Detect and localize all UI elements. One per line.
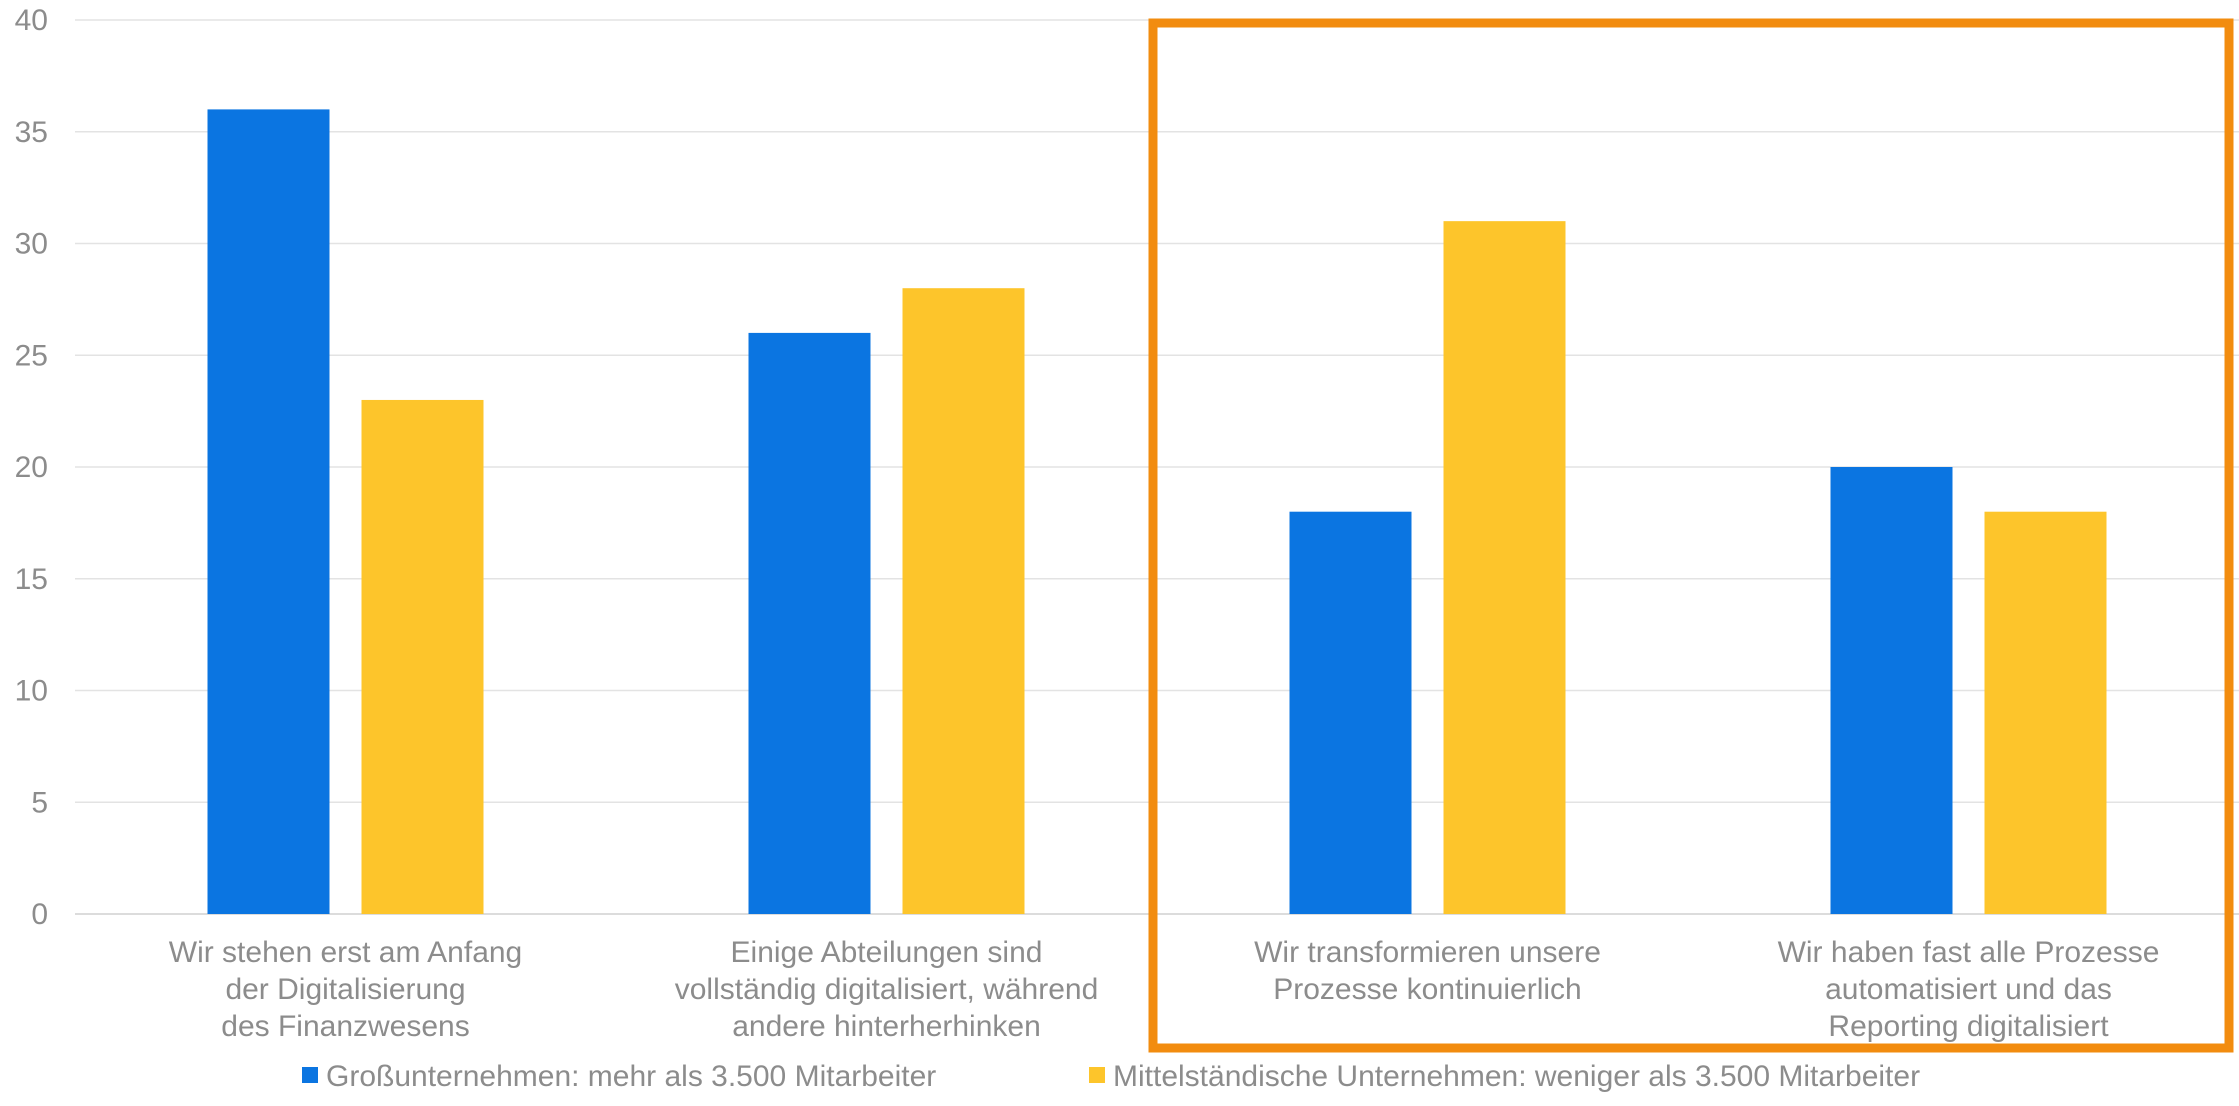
- x-category-label: Einige Abteilungen sind vollständig digit…: [675, 936, 1099, 1043]
- bar-large-companies: [207, 109, 330, 914]
- y-tick-label: 15: [15, 563, 48, 596]
- y-tick-label: 0: [31, 898, 48, 931]
- x-category-label-line: Wir stehen erst am Anfang: [169, 936, 523, 969]
- x-category-label-line: Einige Abteilungen sind: [731, 936, 1043, 969]
- y-tick-label: 35: [15, 116, 48, 149]
- x-category-label-line: Prozesse kontinuierlich: [1273, 973, 1581, 1006]
- x-category-label-line: Wir transformieren unsere: [1254, 936, 1601, 969]
- x-category-label: Wir transformieren unsere Prozesse kontin…: [1254, 936, 1601, 1006]
- highlight-frame: [1148, 18, 2234, 1053]
- x-category-label-line: vollständig digitalisiert, während: [675, 973, 1099, 1006]
- bar-midsize-companies: [361, 399, 484, 914]
- x-category-label: Wir haben fast alle Prozesse automatisier…: [1778, 936, 2160, 1043]
- x-category-label-line: andere hinterherhinken: [732, 1010, 1041, 1043]
- bar-large-companies: [1830, 467, 1953, 914]
- y-tick-label: 20: [15, 451, 48, 484]
- y-tick-label: 30: [15, 228, 48, 261]
- x-category-label-line: des Finanzwesens: [221, 1010, 469, 1043]
- bar-midsize-companies: [902, 288, 1025, 914]
- y-tick-label: 10: [15, 675, 48, 708]
- bar-large-companies: [1289, 511, 1412, 914]
- legend-item-midsize-companies: Mittelständische Unternehmen: weniger al…: [1113, 1060, 1920, 1093]
- x-category-label-line: der Digitalisierung: [225, 973, 465, 1006]
- bar-large-companies: [748, 332, 871, 914]
- bar-midsize-companies: [1443, 221, 1566, 914]
- y-tick-label: 5: [31, 786, 48, 819]
- legend-swatch: [302, 1067, 318, 1083]
- x-category-label: Wir stehen erst am Anfang der Digitalisie…: [169, 936, 523, 1043]
- x-category-label-line: Reporting digitalisiert: [1828, 1010, 2109, 1043]
- y-tick-label: 25: [15, 339, 48, 372]
- legend-item-large-companies: Großunternehmen: mehr als 3.500 Mitarbei…: [326, 1060, 936, 1093]
- x-category-label-line: automatisiert und das: [1825, 973, 2112, 1006]
- bar-midsize-companies: [1984, 511, 2107, 914]
- legend-swatch: [1089, 1067, 1105, 1083]
- y-tick-label: 40: [15, 4, 48, 37]
- x-category-label-line: Wir haben fast alle Prozesse: [1778, 936, 2160, 969]
